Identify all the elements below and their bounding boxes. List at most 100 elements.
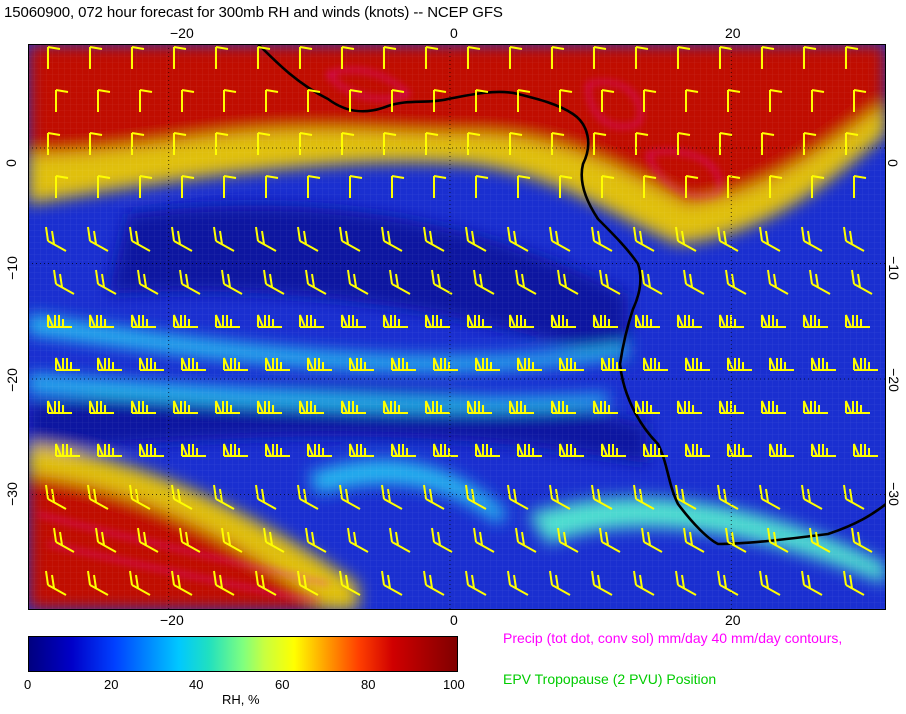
wind-barb [475, 175, 489, 198]
wind-barb [265, 175, 279, 198]
precip-contours [37, 69, 721, 601]
wind-barb [507, 570, 529, 596]
lon-tick-top: 20 [725, 25, 741, 41]
wind-barb [255, 226, 277, 252]
wind-barb [433, 89, 447, 112]
wind-barb [307, 89, 321, 112]
wind-barb [423, 570, 445, 596]
wind-barb [593, 46, 607, 69]
wind-barb [339, 226, 361, 252]
wind-barb [801, 484, 823, 510]
wind-barb [677, 400, 702, 414]
wind-barb [517, 443, 542, 457]
wind-barb [517, 175, 531, 198]
wind-barb [725, 527, 747, 553]
wind-barb [769, 175, 783, 198]
wind-barb [129, 570, 151, 596]
wind-barb [811, 357, 836, 371]
wind-barb [635, 400, 660, 414]
lat-tick-left: 0 [2, 159, 19, 167]
wind-barb [45, 484, 67, 510]
wind-barb [391, 357, 416, 371]
wind-barb [601, 89, 615, 112]
wind-barb [727, 443, 752, 457]
wind-barb [643, 89, 657, 112]
wind-barb [803, 46, 817, 69]
wind-barb [137, 269, 159, 295]
lon-tick-top: 0 [450, 25, 458, 41]
wind-barb [551, 314, 576, 328]
wind-barb [507, 484, 529, 510]
wind-barb [55, 89, 69, 112]
wind-barb [717, 570, 739, 596]
rh-colorbar [28, 636, 458, 672]
wind-barb [769, 443, 794, 457]
wind-barb [215, 132, 229, 155]
wind-barb [559, 89, 573, 112]
wind-barb [801, 570, 823, 596]
wind-barb [767, 527, 789, 553]
colorbar-tick: 100 [443, 677, 465, 692]
wind-barb [509, 46, 523, 69]
wind-barb [633, 226, 655, 252]
wind-barb [467, 400, 492, 414]
wind-barb [55, 357, 80, 371]
wind-barb [717, 226, 739, 252]
wind-barb [139, 357, 164, 371]
wind-barb [257, 400, 282, 414]
wind-barb [389, 527, 411, 553]
wind-barb [89, 132, 103, 155]
wind-barb [801, 226, 823, 252]
wind-barb [675, 226, 697, 252]
colorbar-tick: 40 [189, 677, 204, 692]
wind-barb [761, 132, 775, 155]
wind-barb [635, 46, 649, 69]
colorbar-tick: 0 [24, 677, 32, 692]
wind-barb [467, 314, 492, 328]
wind-barb [803, 400, 828, 414]
wind-barb [769, 89, 783, 112]
wind-barb [475, 443, 500, 457]
wind-barb [89, 46, 103, 69]
wind-barb [425, 132, 439, 155]
lat-tick-right: −30 [885, 482, 902, 506]
wind-barb [811, 89, 825, 112]
wind-barb [559, 443, 584, 457]
wind-barb [223, 443, 248, 457]
wind-barb [685, 175, 699, 198]
wind-barb [677, 46, 691, 69]
wind-barb [593, 314, 618, 328]
wind-barb [557, 527, 579, 553]
wind-barb [591, 570, 613, 596]
wind-barb [341, 314, 366, 328]
wind-barb [391, 89, 405, 112]
lon-tick-top: −20 [170, 25, 194, 41]
wind-barb [97, 443, 122, 457]
wind-barb [803, 314, 828, 328]
wind-barb [515, 269, 537, 295]
wind-barb [601, 443, 626, 457]
colorbar-tick: 80 [361, 677, 376, 692]
wind-barb [349, 175, 363, 198]
wind-barb [719, 132, 733, 155]
wind-barb [181, 175, 195, 198]
wind-barb [89, 400, 114, 414]
wind-barb [307, 175, 321, 198]
wind-barb [675, 484, 697, 510]
wind-barb [139, 175, 153, 198]
wind-barb [683, 269, 705, 295]
wind-barb [719, 400, 744, 414]
wind-barb [131, 400, 156, 414]
wind-barb [517, 89, 531, 112]
wind-barb [53, 269, 75, 295]
wind-barb [223, 175, 237, 198]
wind-barb [727, 175, 741, 198]
wind-barb [423, 226, 445, 252]
wind-barb [551, 46, 565, 69]
wind-barb [139, 89, 153, 112]
wind-barb [853, 443, 878, 457]
lon-tick-bottom: −20 [160, 612, 184, 628]
wind-barb [811, 443, 836, 457]
wind-barb [727, 89, 741, 112]
wind-barb [633, 570, 655, 596]
